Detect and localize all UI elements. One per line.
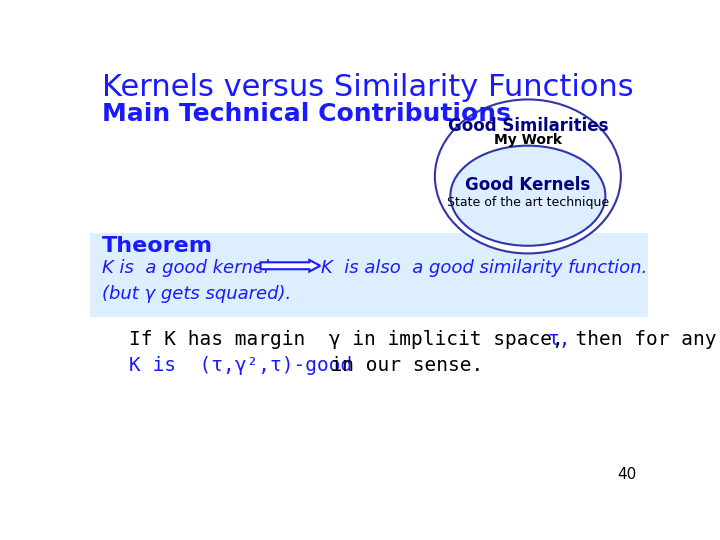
- Text: K is  (τ,γ²,τ)-good: K is (τ,γ²,τ)-good: [129, 356, 352, 375]
- Ellipse shape: [451, 146, 606, 246]
- Text: 40: 40: [617, 467, 636, 482]
- Text: Main Technical Contributions: Main Technical Contributions: [102, 102, 510, 126]
- Text: Good Kernels: Good Kernels: [465, 177, 590, 194]
- Text: Theorem: Theorem: [102, 236, 212, 256]
- Text: If K has margin  γ in implicit space, then for any: If K has margin γ in implicit space, the…: [129, 330, 716, 349]
- FancyArrow shape: [261, 260, 320, 272]
- Text: K is  a good kernel: K is a good kernel: [102, 259, 269, 277]
- Text: My Work: My Work: [494, 132, 562, 146]
- Text: State of the art technique: State of the art technique: [447, 195, 609, 208]
- Text: K  is also  a good similarity function.: K is also a good similarity function.: [321, 259, 647, 277]
- Text: Good Similarities: Good Similarities: [448, 117, 608, 135]
- Text: Kernels versus Similarity Functions: Kernels versus Similarity Functions: [102, 72, 634, 102]
- Text: (but γ gets squared).: (but γ gets squared).: [102, 285, 291, 303]
- Text: τ,: τ,: [547, 330, 571, 349]
- Text: in our sense.: in our sense.: [307, 356, 483, 375]
- Ellipse shape: [435, 99, 621, 253]
- Bar: [90, 233, 648, 318]
